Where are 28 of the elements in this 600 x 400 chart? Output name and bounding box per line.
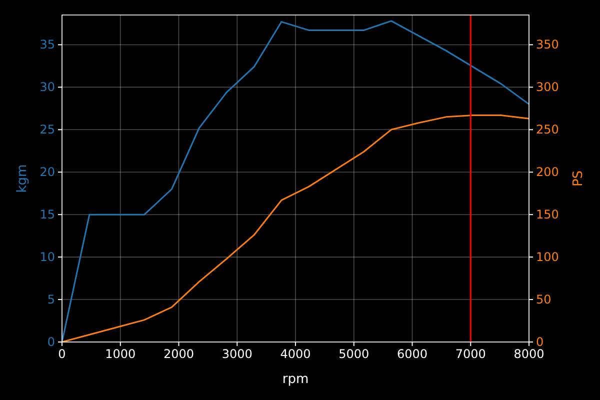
y2-tick-label: 250 bbox=[536, 122, 559, 137]
y-tick-label: 10 bbox=[40, 250, 55, 264]
y2-tick-label: 300 bbox=[536, 80, 559, 94]
x-tick-label: 3000 bbox=[222, 347, 252, 361]
y-tick-label: 5 bbox=[47, 292, 55, 307]
x-tick-label: 2000 bbox=[163, 347, 194, 361]
x-tick-label: 4000 bbox=[280, 347, 311, 361]
x-axis-title: rpm bbox=[282, 372, 309, 387]
x-tick-label: 5000 bbox=[338, 347, 370, 361]
y-axis-title: kgm bbox=[15, 164, 30, 193]
x-tick-label: 8000 bbox=[514, 347, 544, 361]
y-tick-label: 15 bbox=[40, 208, 55, 222]
y2-tick-label: 150 bbox=[536, 208, 559, 222]
x-tick-label: 0 bbox=[58, 347, 66, 361]
x-tick-label: 6000 bbox=[396, 347, 428, 361]
y2-tick-label: 0 bbox=[536, 335, 544, 349]
y-tick-label: 25 bbox=[40, 122, 55, 137]
y-tick-label: 30 bbox=[40, 80, 55, 94]
y-tick-label: 20 bbox=[40, 165, 55, 180]
y2-axis-title: PS bbox=[571, 170, 586, 187]
y2-tick-label: 350 bbox=[536, 38, 559, 52]
y-tick-label: 0 bbox=[47, 335, 55, 349]
y2-tick-label: 200 bbox=[536, 165, 559, 180]
y2-tick-label: 50 bbox=[536, 292, 552, 307]
y-tick-label: 35 bbox=[40, 38, 55, 52]
y2-tick-label: 100 bbox=[536, 250, 559, 264]
x-tick-label: 1000 bbox=[105, 347, 136, 361]
x-tick-label: 7000 bbox=[455, 347, 486, 361]
